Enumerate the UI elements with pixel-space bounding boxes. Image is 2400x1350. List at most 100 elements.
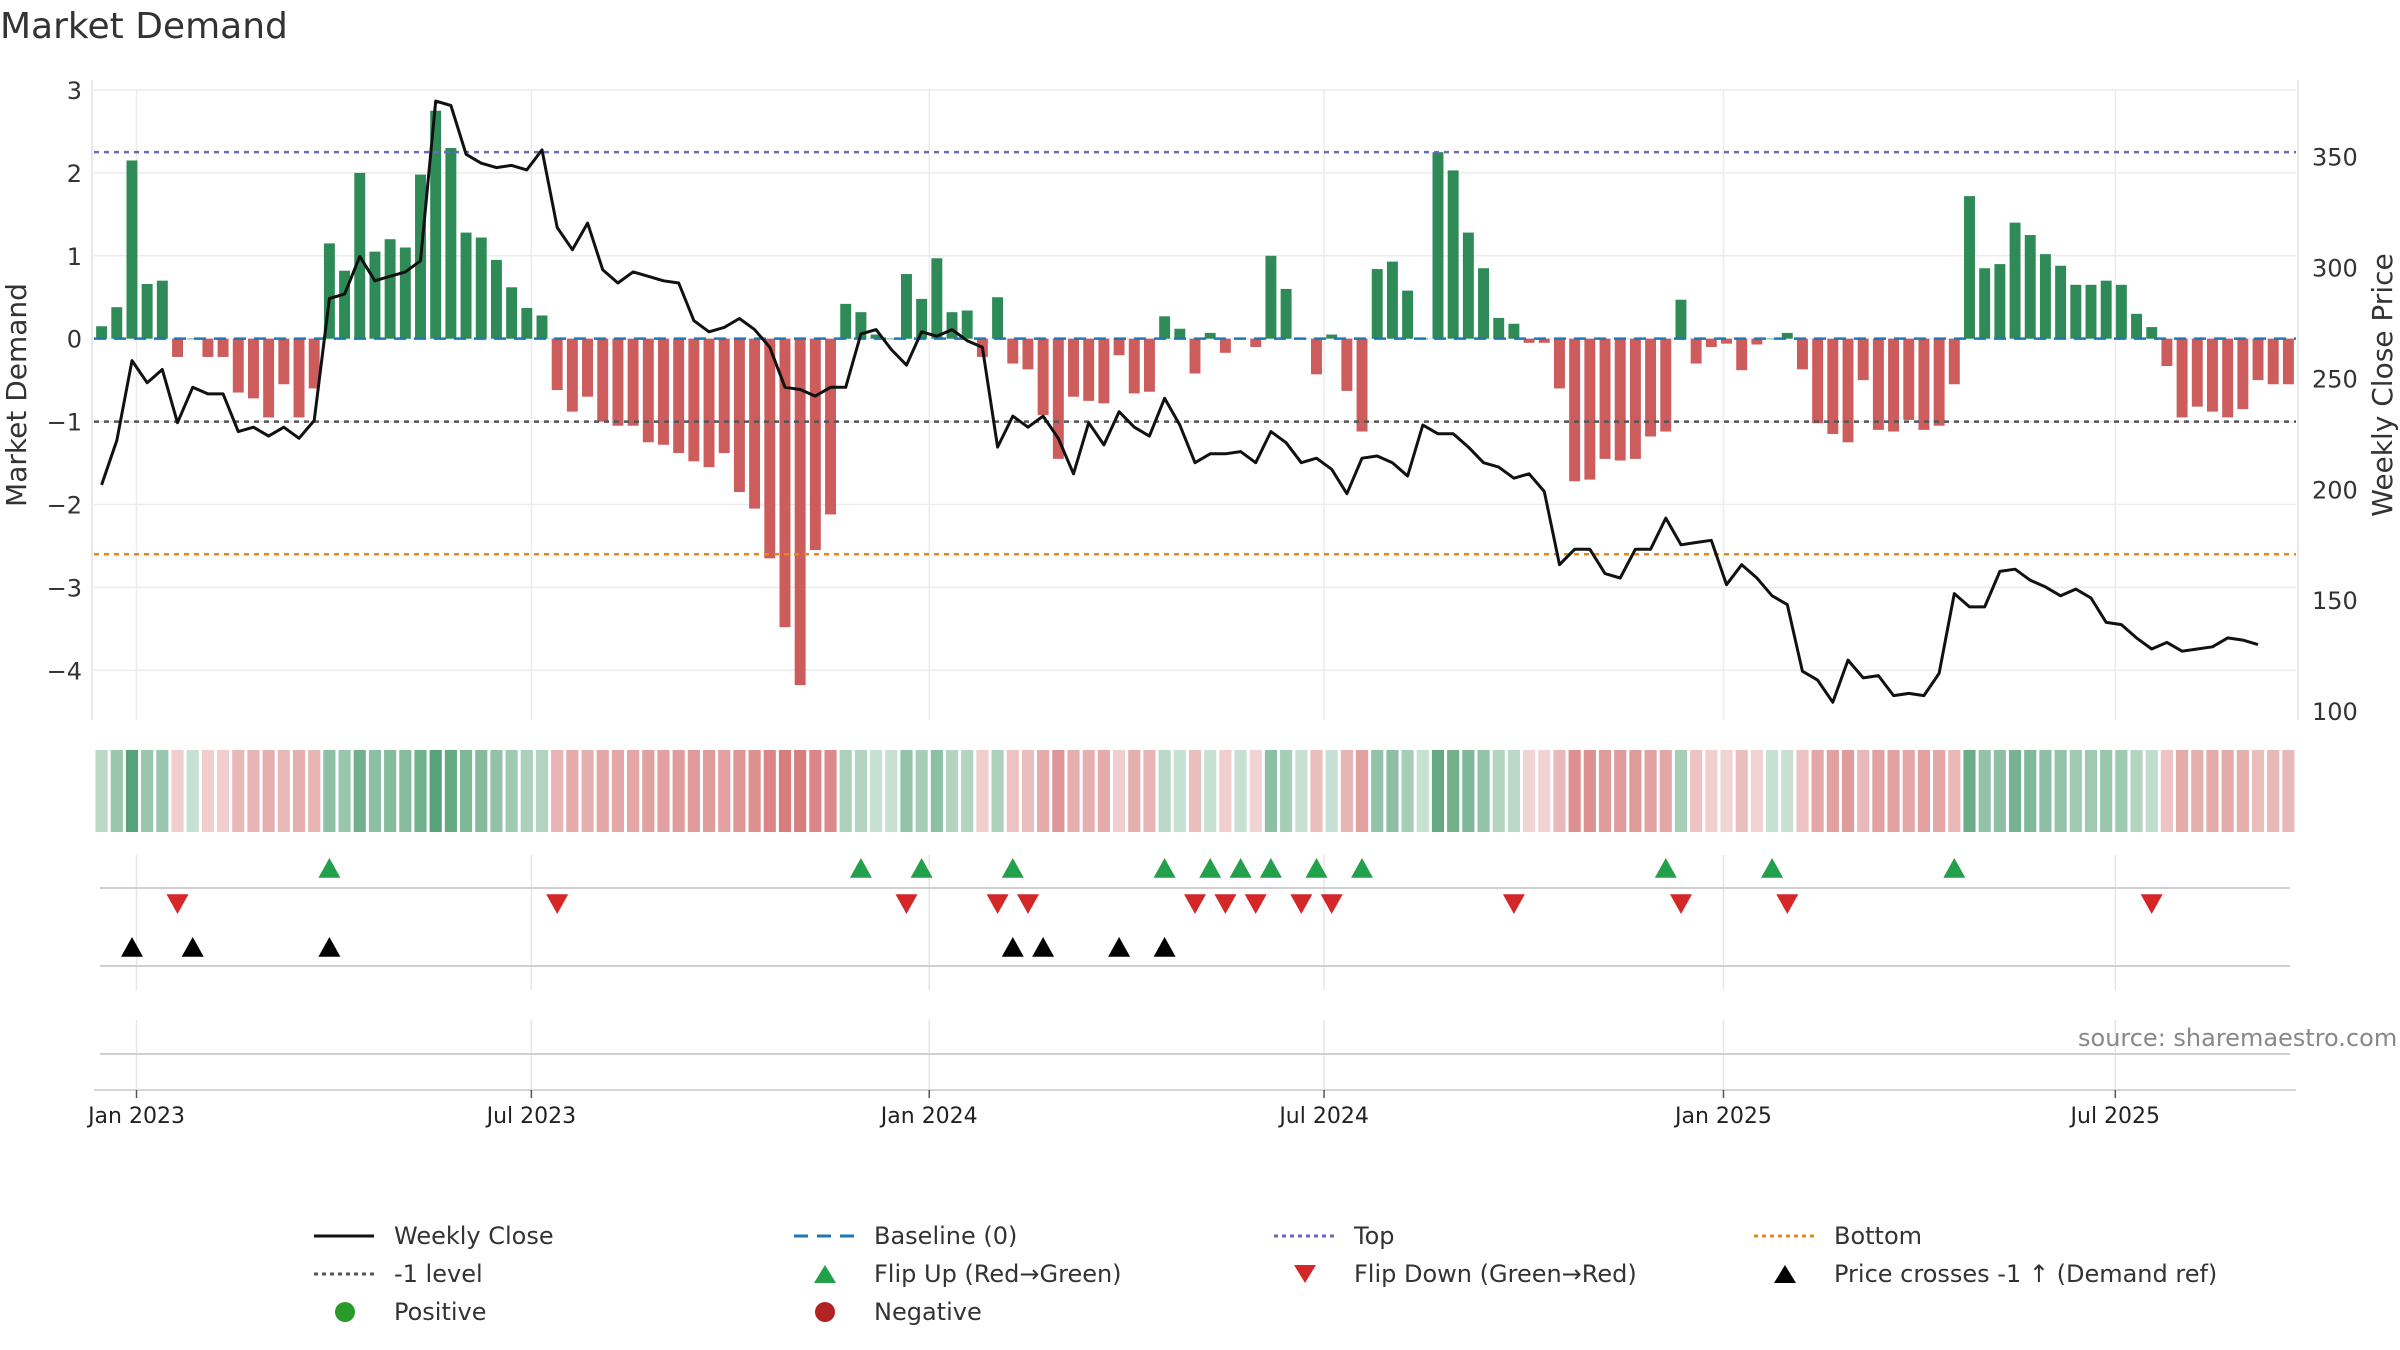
flip-up-marker	[1761, 858, 1784, 878]
heat-cell	[1249, 750, 1262, 832]
y2-axis-label: Weekly Close Price	[2366, 253, 2399, 516]
negative-bar	[1812, 338, 1824, 424]
positive-bar	[445, 148, 457, 339]
heat-cell	[1644, 750, 1657, 832]
heat-cell	[141, 750, 154, 832]
flip-down-marker	[166, 894, 189, 914]
x-tick-label: Jul 2023	[485, 1104, 577, 1129]
negative-bar	[582, 338, 594, 397]
dashed-line-icon	[794, 1234, 854, 1238]
dotted-line-icon	[314, 1272, 374, 1276]
negative-bar	[2267, 338, 2279, 385]
heat-cell	[171, 750, 184, 832]
positive-bar	[399, 247, 411, 339]
heat-cell	[1082, 750, 1095, 832]
heat-cell	[323, 750, 336, 832]
y2-tick-label: 150	[2312, 587, 2358, 615]
negative-bar	[1189, 338, 1201, 374]
heat-cell	[824, 750, 837, 832]
heat-cell	[627, 750, 640, 832]
heat-cell	[2008, 750, 2022, 832]
negative-bar	[1052, 338, 1064, 459]
price-cross-marker	[1108, 937, 1131, 957]
heat-cell	[885, 750, 898, 832]
negative-bar	[688, 338, 700, 462]
negative-bar	[1569, 338, 1581, 482]
dot-icon	[815, 1302, 835, 1322]
positive-bar	[1174, 328, 1186, 339]
positive-bar	[536, 315, 548, 339]
positive-bar	[1508, 323, 1520, 339]
negative-bar	[2161, 338, 2173, 367]
negative-bar	[825, 338, 836, 515]
positive-bar	[521, 308, 533, 339]
negative-bar	[172, 338, 183, 357]
heat-cell	[2206, 750, 2219, 832]
heat-cell	[1234, 750, 1247, 832]
y2-tick-label: 250	[2312, 365, 2358, 393]
negative-bar	[1083, 338, 1095, 401]
negative-bar	[1022, 338, 1034, 370]
positive-bar	[111, 307, 123, 339]
negative-bar	[566, 338, 578, 412]
negative-bar	[2252, 338, 2264, 381]
negative-bar	[1143, 338, 1155, 392]
heat-cell	[930, 750, 943, 832]
heat-cell	[672, 750, 685, 832]
heat-cell	[2069, 750, 2082, 832]
y2-tick-label: 300	[2312, 254, 2358, 282]
positive-bar	[1386, 261, 1398, 339]
negative-bar	[1341, 338, 1353, 391]
heat-cell	[1295, 750, 1308, 832]
positive-bar	[870, 334, 882, 339]
positive-bar	[855, 312, 867, 339]
legend-label: Flip Up (Red→Green)	[874, 1260, 1122, 1288]
heat-cell	[1310, 750, 1323, 832]
positive-bar	[156, 280, 168, 339]
flip-down-marker	[546, 894, 569, 914]
negative-bar	[1219, 338, 1231, 353]
heat-cell	[642, 750, 655, 832]
heat-cell	[1735, 750, 1748, 832]
heat-cell	[1462, 750, 1475, 832]
heat-cell	[1401, 750, 1414, 832]
heat-cell	[839, 750, 852, 832]
heat-cell	[794, 750, 807, 832]
legend-item-negative: Negative	[790, 1294, 982, 1330]
heat-cell	[702, 750, 716, 832]
legend-item-top: Top	[1270, 1218, 1395, 1254]
heat-cell	[1841, 750, 1855, 832]
negative-bar	[308, 338, 320, 389]
heat-cell	[2054, 750, 2067, 832]
price-cross-marker	[121, 937, 143, 957]
negative-bar	[263, 338, 275, 418]
negative-bar	[1250, 338, 1262, 347]
heat-cell	[353, 750, 366, 832]
chart-title: Market Demand	[0, 6, 288, 47]
heat-cell	[733, 750, 746, 832]
heat-cell	[1158, 750, 1171, 832]
heat-cell	[1447, 750, 1460, 832]
negative-bar	[749, 338, 761, 509]
positive-bar	[339, 270, 351, 339]
heat-cell	[2100, 750, 2113, 832]
heat-cell	[1507, 750, 1520, 832]
negative-bar	[1796, 338, 1808, 370]
positive-bar	[2146, 327, 2158, 339]
negative-bar	[2222, 338, 2234, 418]
positive-bar	[1979, 268, 1991, 339]
positive-bar	[369, 251, 381, 339]
heat-cell	[490, 750, 503, 832]
negative-bar	[1584, 338, 1596, 480]
heat-cell	[1431, 750, 1445, 832]
legend: Weekly Close Baseline (0) Top Bottom -1 …	[310, 1218, 2217, 1338]
positive-bar	[506, 287, 518, 339]
heat-cell	[763, 750, 776, 832]
y2-tick-label: 200	[2312, 476, 2358, 504]
heat-cell	[1614, 750, 1627, 832]
heat-cell	[262, 750, 275, 832]
y-tick-label: 3	[67, 77, 82, 105]
heat-cell	[1067, 750, 1080, 832]
heat-cell	[475, 750, 488, 832]
